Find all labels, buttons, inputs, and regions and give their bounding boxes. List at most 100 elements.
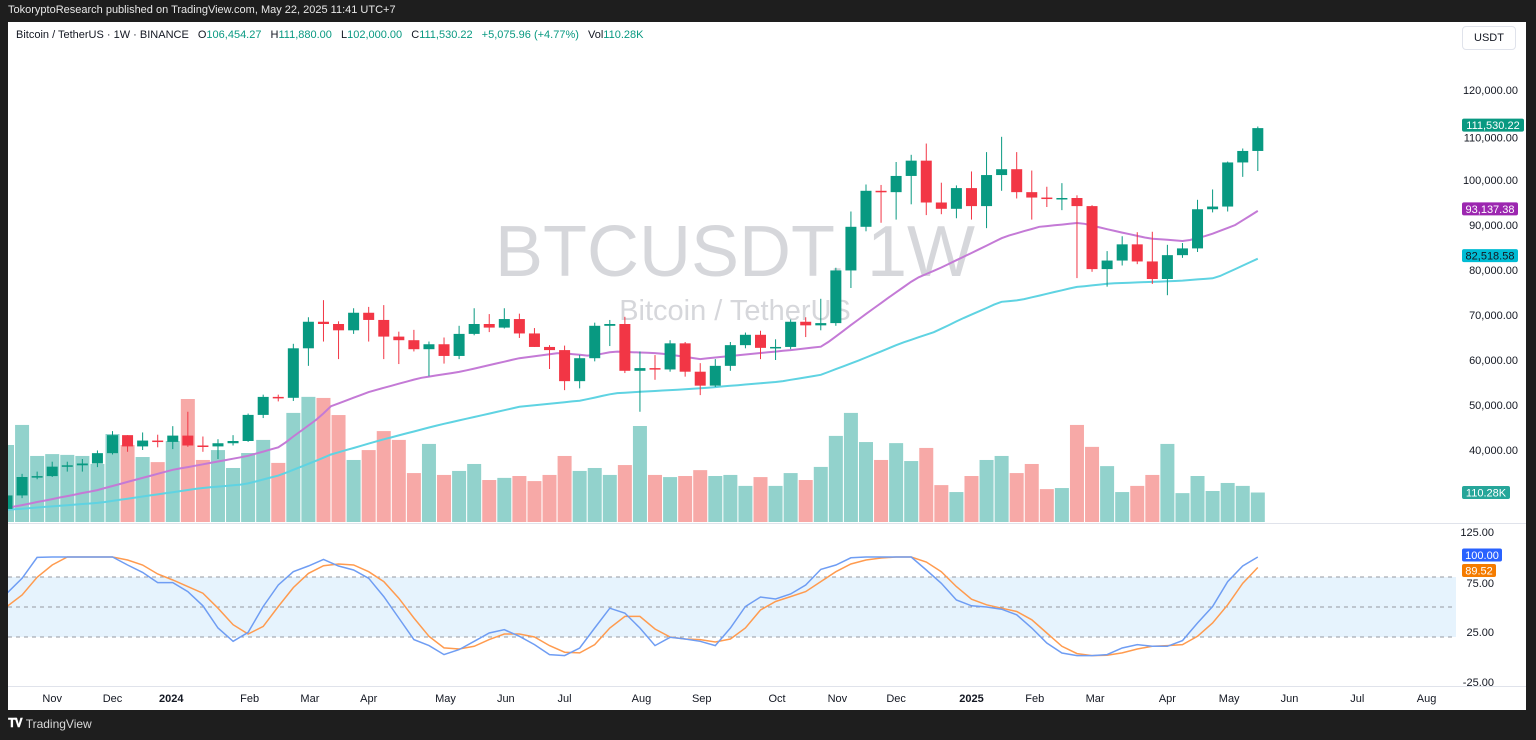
time-axis-label: May	[1219, 693, 1240, 705]
ohlc-legend: Bitcoin / TetherUS · 1W · BINANCE O106,4…	[16, 29, 643, 41]
candle	[122, 435, 134, 452]
candle	[800, 317, 812, 338]
candle	[1101, 251, 1113, 287]
volume-bar	[1205, 490, 1220, 522]
ma-slow-badge: 82,518.58	[1462, 249, 1518, 263]
legend-change: +5,075.96 (+4.77%)	[481, 29, 579, 41]
candle-body	[679, 343, 691, 372]
candle	[106, 431, 118, 455]
candle	[31, 471, 43, 480]
tradingview-logo-icon: 𝐓𝐕	[8, 716, 23, 730]
candle	[212, 439, 224, 459]
candle	[770, 339, 782, 360]
candle	[438, 337, 450, 364]
legend-open-label: O	[197, 29, 207, 41]
volume-bar	[813, 466, 828, 522]
price-axis-label: 90,000.00	[1469, 220, 1518, 232]
candle-body	[1071, 198, 1083, 207]
ma-fast-badge-bg	[1462, 202, 1518, 216]
candle-body	[981, 175, 993, 207]
candle	[1146, 231, 1158, 284]
candle	[1252, 126, 1264, 171]
candle	[76, 459, 88, 472]
candle-body	[317, 321, 329, 324]
volume-bar	[165, 440, 180, 522]
candle	[845, 211, 857, 288]
publisher-line: TokoryptoResearch published on TradingVi…	[8, 4, 396, 16]
volume-bar	[376, 431, 391, 522]
volume-bar	[527, 481, 542, 522]
candle	[649, 355, 661, 380]
candle-body	[528, 333, 540, 347]
ma-fast-badge: 93,137.38	[1462, 202, 1518, 216]
volume-bar	[226, 467, 241, 522]
candle-body	[76, 463, 88, 466]
volume-bar	[693, 470, 708, 522]
time-axis-label: Apr	[1159, 693, 1176, 705]
candle	[1041, 186, 1053, 207]
stoch-k-badge: 100.00	[1462, 548, 1502, 562]
stoch-k-badge-text: 100.00	[1465, 550, 1499, 562]
candle-body	[31, 476, 43, 478]
candle-body	[1026, 192, 1038, 198]
stoch-axis-label: -25.00	[1463, 677, 1494, 689]
volume-badge-text: 110.28K	[1466, 488, 1507, 500]
candle-body	[950, 188, 962, 209]
candle	[137, 432, 149, 450]
volume-bar	[587, 467, 602, 522]
currency-button[interactable]: USDT	[1462, 26, 1516, 50]
volume-bar	[602, 474, 617, 522]
volume-bar	[1115, 492, 1130, 522]
candle	[724, 342, 736, 371]
candle-body	[1101, 260, 1113, 270]
candle	[905, 154, 917, 205]
candle-body	[1161, 255, 1173, 279]
volume-bar	[919, 447, 934, 522]
candle-body	[378, 319, 390, 337]
last-price-badge: 111,530.22	[1462, 118, 1524, 132]
volume-bar	[572, 470, 587, 522]
candle	[785, 319, 797, 350]
candle	[604, 319, 616, 347]
candle	[559, 345, 571, 391]
last-price-badge-text: 111,530.22	[1466, 120, 1519, 132]
candle	[16, 473, 28, 499]
candle	[483, 314, 495, 333]
candle	[1176, 243, 1188, 258]
candle	[1237, 148, 1249, 177]
volume-bar	[437, 474, 452, 522]
candle-body	[182, 435, 194, 446]
candle	[197, 436, 209, 452]
candle	[242, 413, 254, 442]
volume-bar	[316, 397, 331, 522]
stoch-axis-label: 25.00	[1466, 627, 1494, 639]
candle	[544, 345, 556, 369]
volume-bar	[467, 463, 482, 522]
candle-body	[513, 319, 525, 334]
stoch-k-line	[8, 556, 1259, 657]
volume-bar	[934, 485, 949, 522]
last-price-badge-bg	[1462, 118, 1524, 132]
volume-bar	[346, 459, 361, 522]
candle-body	[363, 312, 375, 320]
candle-body	[905, 160, 917, 176]
volume-bar	[768, 485, 783, 522]
volume-bar	[663, 477, 678, 522]
candle-body	[1192, 209, 1204, 249]
candle	[996, 136, 1008, 191]
candle-body	[935, 202, 947, 209]
candle-body	[770, 346, 782, 349]
candle	[46, 461, 58, 477]
candle	[981, 152, 993, 229]
candle-body	[965, 188, 977, 207]
tradingview-brand[interactable]: 𝐓𝐕 TradingView	[8, 716, 92, 731]
candle-body	[830, 270, 842, 324]
legend-low-label: L	[340, 29, 348, 41]
watermark-subtitle: Bitcoin / TetherUS	[619, 295, 851, 327]
candle-body	[423, 344, 435, 350]
legend-symbol[interactable]: Bitcoin / TetherUS · 1W · BINANCE	[16, 29, 189, 41]
candle	[589, 322, 601, 362]
time-axis-label: Sep	[692, 693, 712, 705]
candle	[950, 185, 962, 219]
